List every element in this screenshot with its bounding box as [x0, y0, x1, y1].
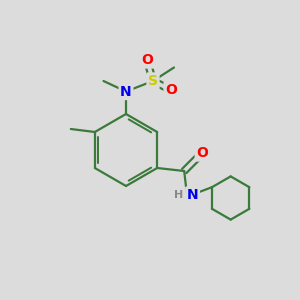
Text: O: O [165, 83, 177, 97]
Text: O: O [196, 146, 208, 160]
Text: N: N [187, 188, 198, 202]
Text: O: O [141, 53, 153, 67]
Text: S: S [148, 74, 158, 88]
Text: N: N [120, 85, 132, 98]
Text: H: H [174, 190, 183, 200]
